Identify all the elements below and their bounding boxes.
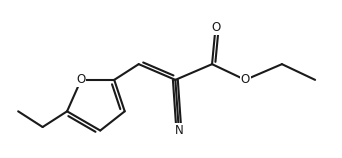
Text: N: N — [174, 124, 183, 137]
Text: O: O — [241, 73, 250, 86]
Text: O: O — [211, 21, 220, 34]
Text: O: O — [76, 73, 86, 86]
